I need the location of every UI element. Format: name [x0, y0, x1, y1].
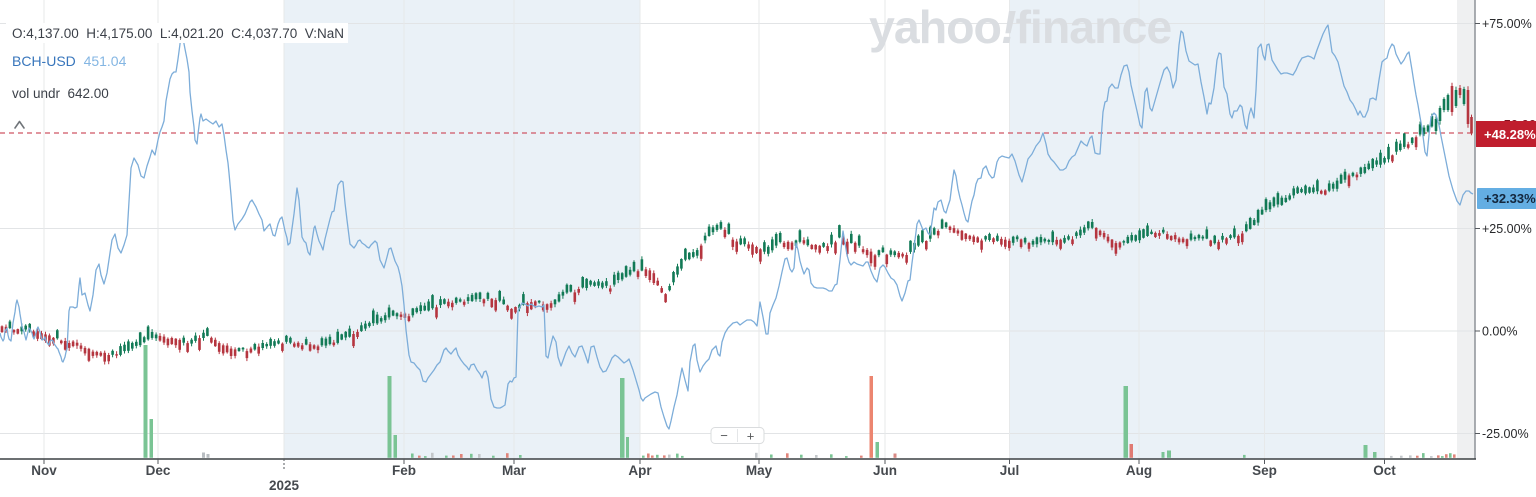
svg-text:Dec: Dec: [146, 463, 171, 478]
svg-text:-25.00%: -25.00%: [1482, 427, 1529, 441]
svg-text:vol undr 642.00: vol undr 642.00: [12, 86, 109, 101]
svg-text:yahoo!finance: yahoo!finance: [869, 1, 1171, 53]
svg-text:+75.00%: +75.00%: [1482, 17, 1532, 31]
svg-text:−: −: [720, 428, 728, 443]
svg-text:BCH-USD 451.04: BCH-USD 451.04: [12, 53, 127, 69]
svg-text:0.00%: 0.00%: [1482, 325, 1517, 339]
svg-text:May: May: [746, 463, 773, 478]
svg-text:+32.33%: +32.33%: [1484, 191, 1536, 206]
svg-text:+25.00%: +25.00%: [1482, 222, 1532, 236]
svg-text:Oct: Oct: [1373, 463, 1396, 478]
svg-text:Feb: Feb: [392, 463, 416, 478]
svg-text:2025: 2025: [269, 478, 300, 492]
svg-text:+48.28%: +48.28%: [1484, 127, 1536, 142]
svg-text:Nov: Nov: [31, 463, 57, 478]
svg-text:O:4,137.00 H:4,175.00 L:4,02: O:4,137.00 H:4,175.00 L:4,021.20 C:4,037…: [12, 26, 344, 41]
svg-text:+: +: [747, 429, 755, 444]
svg-text:Jun: Jun: [873, 463, 897, 478]
svg-text:Aug: Aug: [1126, 463, 1152, 478]
svg-text:Sep: Sep: [1252, 463, 1277, 478]
svg-text:Apr: Apr: [628, 463, 652, 478]
svg-text:Mar: Mar: [502, 463, 527, 478]
svg-text:Jul: Jul: [1000, 463, 1020, 478]
